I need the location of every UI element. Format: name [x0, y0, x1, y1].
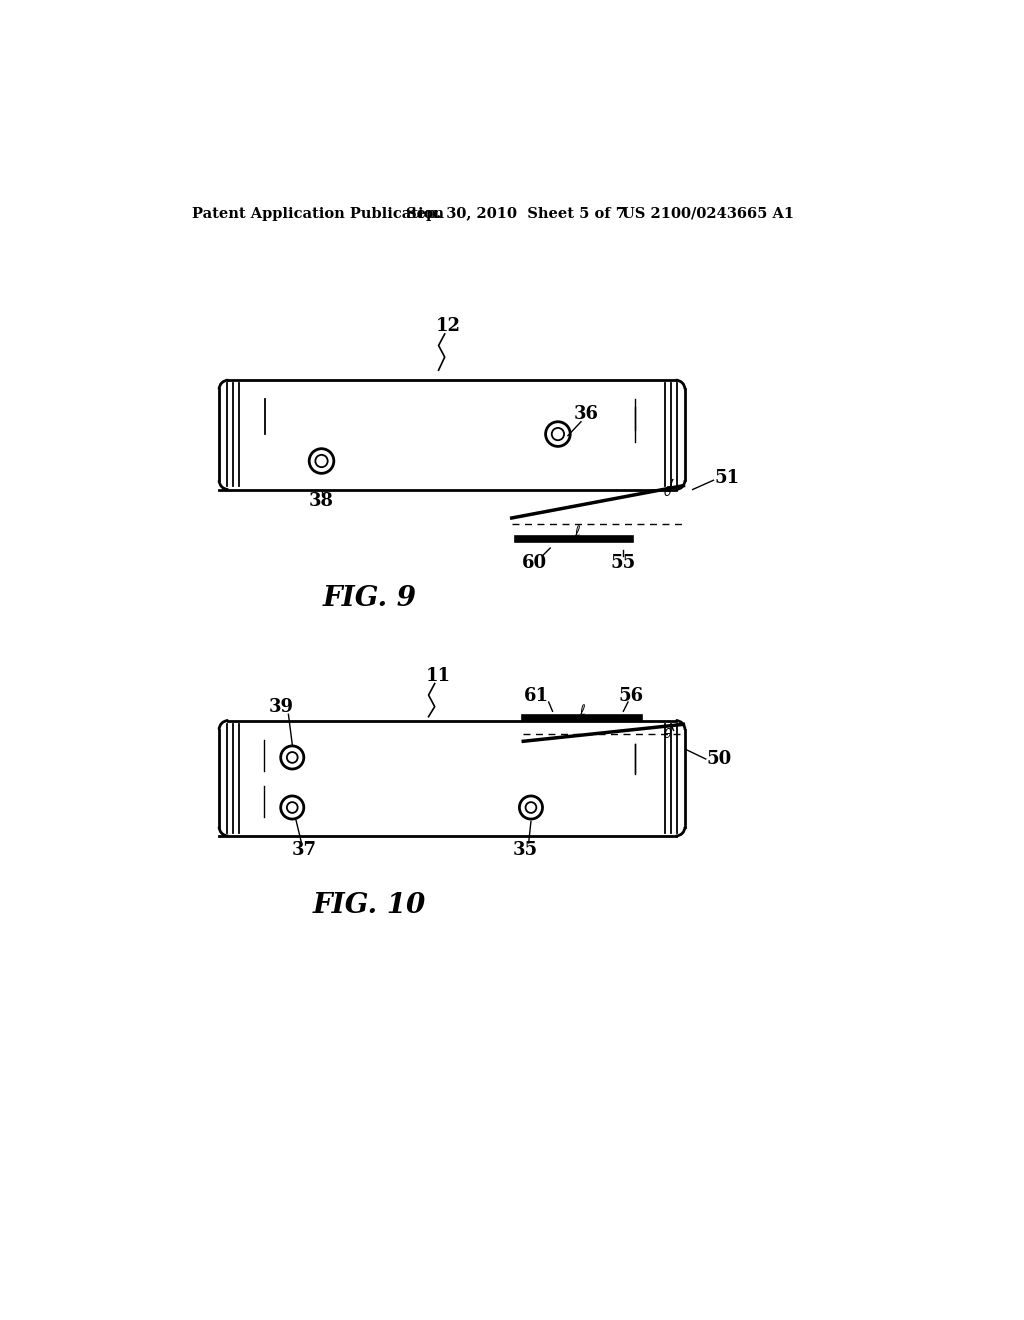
Text: 38: 38	[309, 492, 334, 510]
Text: US 2100/0243665 A1: US 2100/0243665 A1	[622, 207, 794, 220]
Text: 51: 51	[714, 469, 739, 487]
Text: FIG. 10: FIG. 10	[312, 892, 426, 919]
Text: 11: 11	[426, 667, 451, 685]
Text: 12: 12	[436, 317, 461, 335]
Text: 36: 36	[573, 405, 599, 422]
Text: Patent Application Publication: Patent Application Publication	[193, 207, 444, 220]
Text: 35: 35	[513, 841, 539, 859]
Text: 60: 60	[522, 553, 548, 572]
Text: FIG. 9: FIG. 9	[323, 585, 417, 612]
Text: 50: 50	[707, 750, 732, 768]
Text: $\ell$: $\ell$	[579, 704, 586, 718]
Text: 56: 56	[618, 686, 644, 705]
Text: Sep. 30, 2010  Sheet 5 of 7: Sep. 30, 2010 Sheet 5 of 7	[407, 207, 626, 220]
Text: $\theta$: $\theta$	[664, 726, 673, 741]
Text: 37: 37	[291, 841, 316, 859]
Text: 55: 55	[610, 553, 636, 572]
Text: 39: 39	[268, 698, 293, 715]
Text: $\ell$: $\ell$	[573, 524, 581, 540]
Text: 61: 61	[524, 686, 549, 705]
Text: $\theta$: $\theta$	[663, 484, 672, 499]
